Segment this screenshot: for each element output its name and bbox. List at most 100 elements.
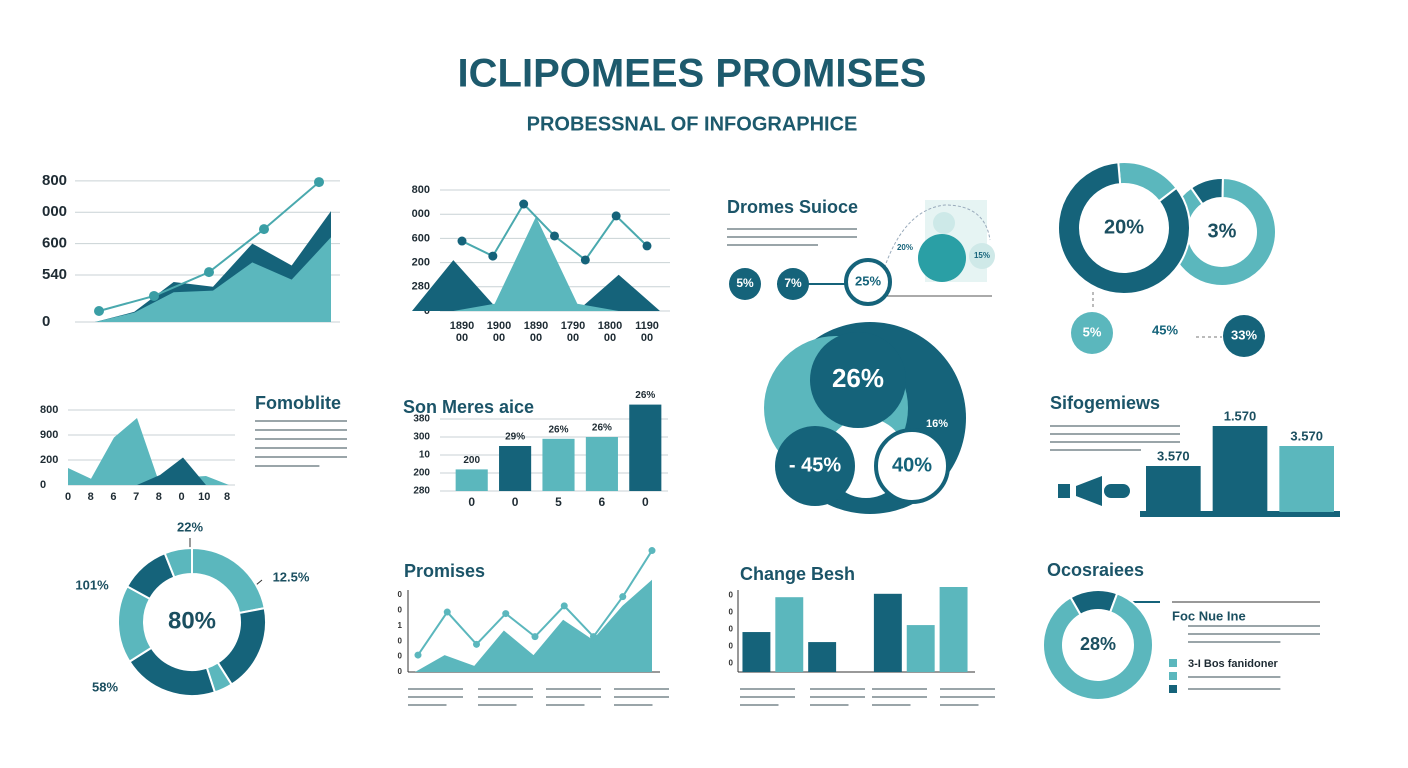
x-tick-label: 0 — [65, 491, 71, 503]
marker — [414, 651, 422, 659]
area — [412, 216, 660, 311]
legend-label: 3-I Bos fanidoner — [1188, 658, 1279, 670]
legend-swatch — [1169, 659, 1177, 667]
x-tick-label: 8 — [88, 491, 94, 503]
bar — [742, 632, 771, 672]
y-tick-label: 800 — [40, 404, 58, 416]
small-print — [1050, 449, 1141, 451]
small-print — [1050, 441, 1180, 443]
small-print — [940, 704, 979, 706]
marker — [314, 177, 324, 188]
area — [95, 237, 331, 322]
marker — [560, 602, 568, 610]
panel-heading: Foc Nue Ine — [1172, 608, 1246, 623]
x-tick-label: 10 — [198, 491, 210, 503]
bar — [873, 593, 902, 672]
small-print — [255, 429, 347, 431]
small-print — [810, 704, 849, 706]
y-tick-label: 800 — [412, 184, 430, 196]
bar — [542, 438, 575, 491]
y-tick-label: 0 — [729, 625, 734, 634]
small-print — [255, 456, 347, 458]
y-tick-label: 900 — [40, 429, 58, 441]
x-tick-label: 7 — [133, 491, 139, 503]
x-tick-sublabel: 00 — [604, 332, 616, 344]
donut-center-label: 20% — [1104, 216, 1144, 238]
base-bar — [1140, 511, 1340, 517]
page-subtitle: PROBESSNAL OF INFOGRAPHICE — [527, 113, 858, 135]
decor-circle — [918, 234, 966, 282]
marker — [642, 241, 652, 251]
small-print — [478, 688, 533, 690]
marker — [519, 199, 529, 209]
bubble-label: 16% — [926, 418, 948, 430]
y-tick-label: 0 — [42, 313, 50, 330]
x-tick-label: 6 — [599, 495, 606, 509]
donut-annotation: 101% — [75, 577, 109, 592]
bubble-label: 26% — [832, 363, 884, 393]
bar — [1212, 426, 1268, 512]
marker — [611, 211, 621, 221]
bubble-label: 7% — [784, 276, 802, 290]
donut-center-label: 28% — [1080, 634, 1116, 654]
icon — [1058, 484, 1070, 498]
x-tick-sublabel: 00 — [456, 332, 468, 344]
small-print — [255, 447, 347, 449]
marker — [443, 608, 451, 616]
arc-decoration — [879, 204, 991, 283]
donut-center-label: 80% — [168, 607, 216, 634]
bar-annotation: 3.570 — [1290, 428, 1323, 443]
y-tick-label: 0 — [398, 652, 403, 661]
marker — [550, 231, 559, 241]
small-print — [1050, 425, 1180, 427]
marker — [149, 290, 159, 301]
legend-swatch — [1169, 685, 1177, 693]
panel-title: Promises — [404, 561, 485, 581]
x-tick-label: 1890 — [450, 320, 474, 332]
bubble — [1223, 315, 1265, 357]
small-print — [740, 704, 779, 706]
y-tick-label: 200 — [40, 454, 58, 466]
y-tick-label: 300 — [413, 432, 430, 443]
bubble — [810, 332, 906, 428]
bubble-label: 5% — [736, 276, 754, 290]
bubble — [1071, 312, 1113, 354]
y-tick-label: 540 — [42, 266, 67, 283]
panel-title: Fomoblite — [255, 393, 341, 413]
area — [68, 418, 229, 485]
marker — [259, 224, 269, 235]
y-tick-label: 0 — [398, 606, 403, 615]
small-print — [940, 696, 995, 698]
small-print — [1050, 433, 1180, 435]
bubble-label: 45% — [1152, 322, 1178, 337]
legend-swatch — [1169, 672, 1177, 680]
small-print — [810, 696, 865, 698]
small-print — [940, 688, 995, 690]
small-print — [255, 465, 320, 467]
y-tick-label: 800 — [42, 172, 67, 189]
x-tick-label: 0 — [512, 495, 519, 509]
donut-annotation: 22% — [177, 519, 203, 534]
marker — [488, 251, 498, 261]
donut-segment — [1057, 161, 1191, 295]
small-print — [408, 696, 463, 698]
bar-annotation: 1.570 — [1224, 408, 1257, 423]
x-tick-label: 0 — [642, 495, 649, 509]
bar — [1146, 466, 1201, 512]
small-print — [740, 696, 795, 698]
x-tick-label: 1900 — [487, 320, 511, 332]
panel-title: Change Besh — [740, 564, 855, 584]
small-print — [478, 696, 533, 698]
small-print — [727, 244, 818, 246]
icon — [1076, 476, 1102, 506]
bar-annotation: 26% — [548, 424, 568, 435]
y-tick-label: 0 — [729, 591, 734, 600]
x-tick-label: 1800 — [598, 320, 622, 332]
y-tick-label: 0 — [398, 667, 403, 676]
marker — [204, 267, 214, 278]
bar-annotation: 26% — [592, 423, 612, 434]
panel-title: Son Meres aice — [403, 397, 534, 417]
x-tick-label: 6 — [110, 491, 116, 503]
y-tick-label: 600 — [42, 235, 67, 252]
bubble-label: - 45% — [789, 454, 841, 476]
